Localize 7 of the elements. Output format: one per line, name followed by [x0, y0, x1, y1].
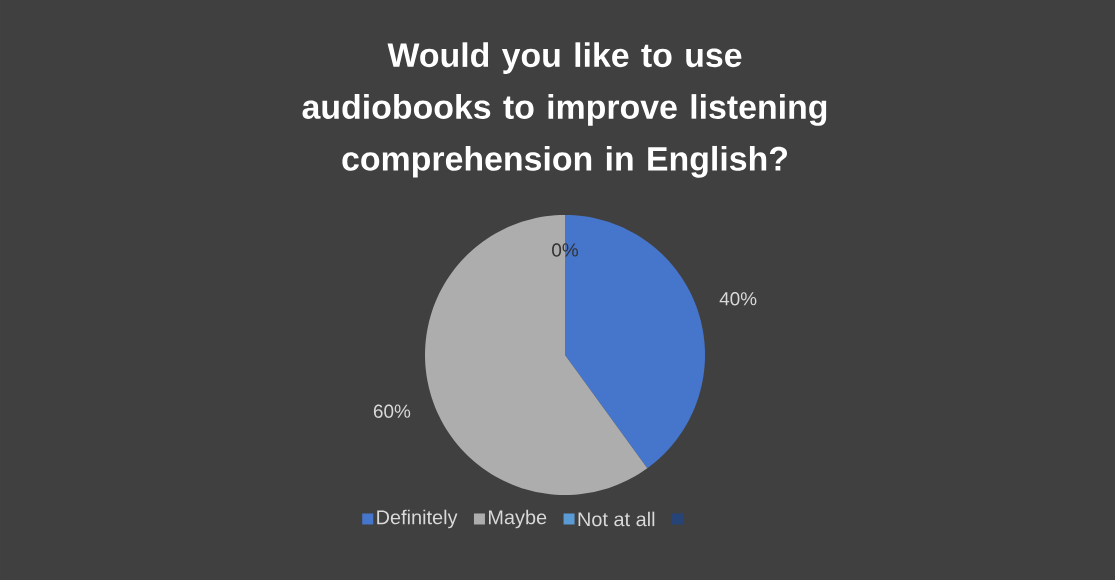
text: 0% — [552, 243, 579, 257]
legend-label: Definitely — [377, 509, 458, 529]
chart-title: Would you like to use audiobooks to improve listening comprehension in English? — [302, 42, 827, 178]
data-label: 40% — [719, 292, 757, 306]
legend-label: Not at all — [578, 511, 655, 527]
legend-label: Maybe — [488, 509, 547, 529]
data-label: 60% — [373, 404, 411, 418]
